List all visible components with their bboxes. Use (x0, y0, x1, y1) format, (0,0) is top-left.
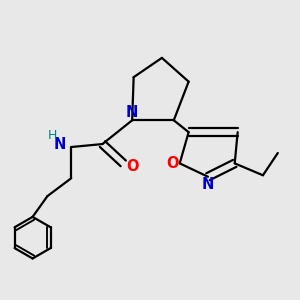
Text: N: N (53, 136, 65, 152)
Text: N: N (202, 177, 214, 192)
Text: O: O (166, 156, 178, 171)
Text: H: H (48, 129, 58, 142)
Text: N: N (126, 105, 138, 120)
Text: O: O (126, 159, 138, 174)
